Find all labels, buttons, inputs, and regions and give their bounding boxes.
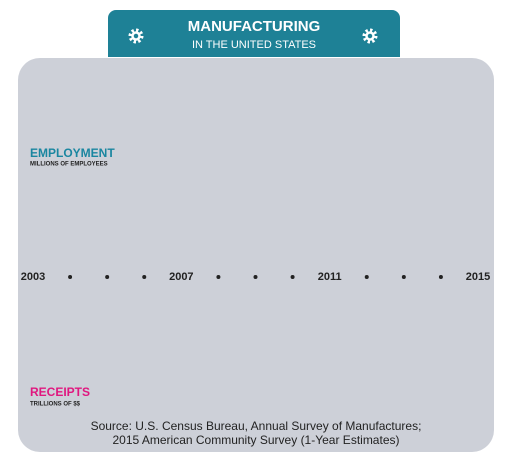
timeline-dot [290, 275, 295, 279]
source-line: 2015 American Community Survey (1-Year E… [112, 433, 399, 447]
section-title: RECEIPTS [30, 385, 90, 399]
header-box [108, 10, 400, 57]
section-unit: MILLIONS OF EMPLOYEES [30, 162, 108, 168]
timeline-dot [105, 275, 110, 279]
timeline-dot [438, 275, 443, 279]
timeline-dot [253, 275, 258, 279]
panel [18, 58, 494, 452]
source-line: Source: U.S. Census Bureau, Annual Surve… [91, 419, 422, 433]
timeline-year: 2015 [466, 271, 490, 283]
gear-icon [128, 28, 144, 44]
header-title: MANUFACTURING [188, 18, 321, 35]
timeline: 2003 2007 2011 2015 [21, 271, 490, 283]
section-unit: TRILLIONS OF $$ [30, 402, 81, 408]
header-subtitle: IN THE UNITED STATES [192, 39, 316, 51]
gear-icon [362, 28, 378, 44]
timeline-dot [142, 275, 147, 279]
timeline-year: 2007 [169, 271, 193, 283]
timeline-dot [216, 275, 221, 279]
timeline-dot [68, 275, 73, 279]
timeline-year: 2003 [21, 271, 45, 283]
timeline-year: 2011 [318, 271, 342, 283]
section-title: EMPLOYMENT [30, 146, 115, 160]
timeline-dot [364, 275, 369, 279]
timeline-dot [401, 275, 406, 279]
